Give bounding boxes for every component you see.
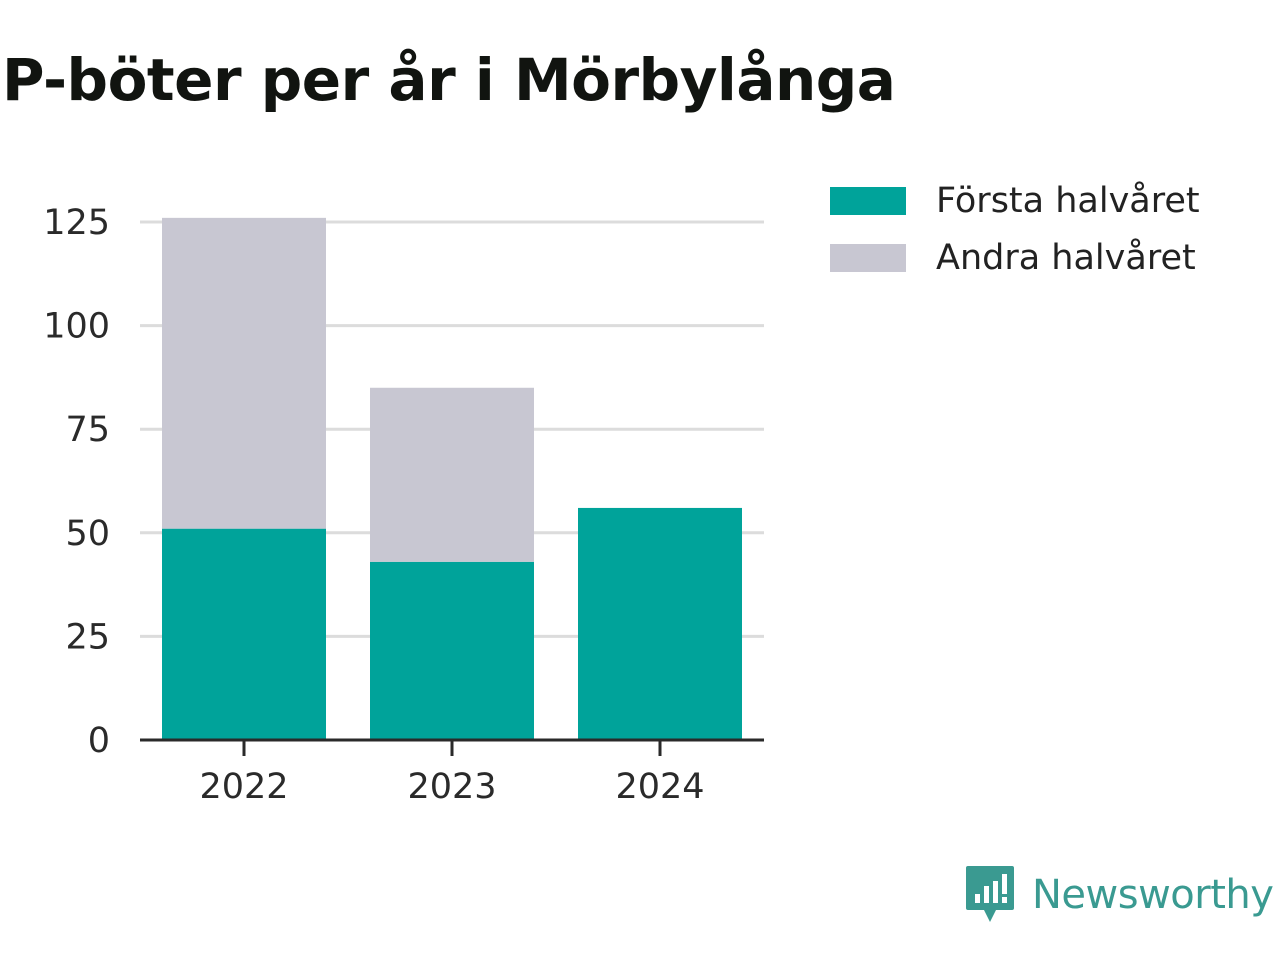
bar-2023-series-0 [370, 561, 534, 740]
legend: Första halvåret Andra halvåret [830, 172, 1200, 286]
legend-label-second-half: Andra halvåret [936, 237, 1196, 278]
x-tick-label-2024: 2024 [615, 767, 704, 807]
bar-2024-series-0 [578, 507, 742, 740]
legend-swatch-first-half [830, 186, 906, 215]
x-tick-label-2023: 2023 [407, 767, 496, 807]
bar-2023-series-1 [370, 387, 534, 562]
stacked-bar-chart: 0 25 50 75 100 125 2022 2023 2024 [43, 203, 764, 807]
chart-title: P-böter per år i Mörbylånga [2, 46, 896, 114]
newsworthy-logo-icon [966, 866, 1014, 922]
bar-2022-series-1 [162, 217, 326, 529]
legend-item-second-half: Andra halvåret [830, 229, 1200, 286]
y-tick-label-100: 100 [43, 307, 110, 347]
y-tick-label-25: 25 [65, 617, 110, 657]
x-axis [140, 738, 764, 756]
y-tick-label-125: 125 [43, 203, 110, 243]
y-axis-tick-labels: 0 25 50 75 100 125 [43, 203, 110, 761]
brand-logo: Newsworthy [964, 864, 1274, 926]
x-axis-tick-labels: 2022 2023 2024 [199, 767, 704, 807]
y-tick-label-0: 0 [88, 721, 110, 761]
bar-series [162, 217, 742, 740]
y-tick-label-75: 75 [65, 410, 110, 450]
legend-item-first-half: Första halvåret [830, 172, 1200, 229]
y-tick-label-50: 50 [65, 514, 110, 554]
bar-2022-series-0 [162, 528, 326, 740]
legend-swatch-second-half [830, 243, 906, 272]
x-tick-label-2022: 2022 [199, 767, 288, 807]
legend-label-first-half: Första halvåret [936, 180, 1200, 221]
brand-name: Newsworthy [1032, 872, 1274, 918]
